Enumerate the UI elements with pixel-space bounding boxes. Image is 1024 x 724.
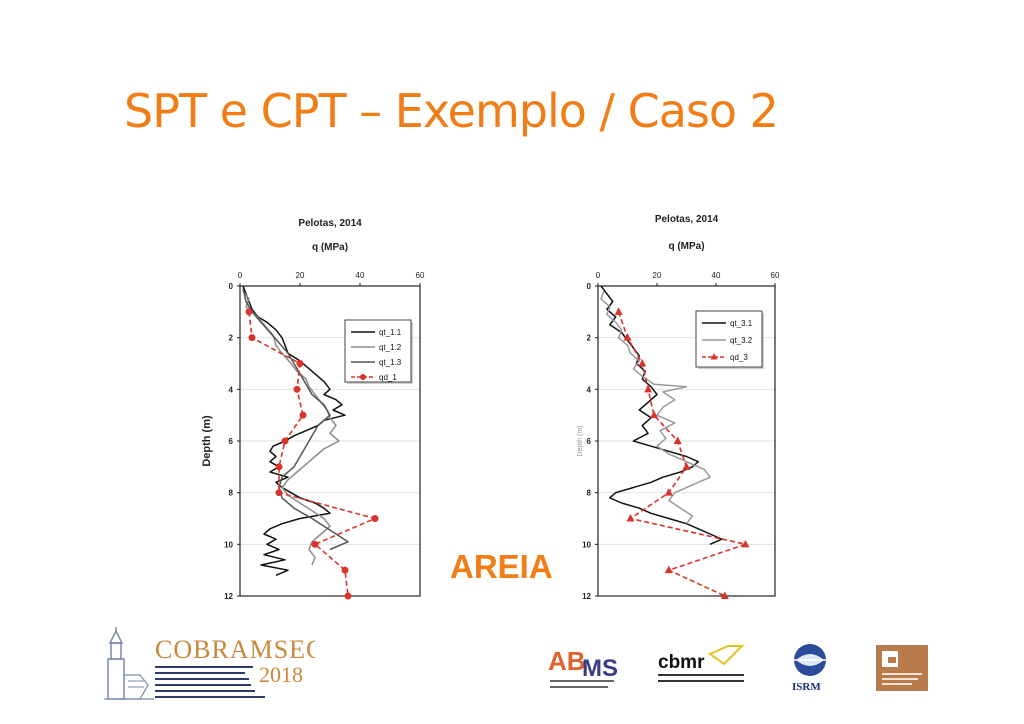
chart2-y-tick-label: 12: [582, 592, 591, 601]
chart1-x-tick-label: 40: [356, 271, 365, 280]
chart2-legend-label: qt_3.2: [730, 336, 753, 345]
svg-text:2018: 2018: [259, 662, 303, 687]
chart1-point: [275, 489, 283, 497]
chart1-legend-label: qt_1.1: [379, 328, 402, 337]
chart2-legend: [695, 310, 763, 368]
chart1-point: [299, 411, 307, 419]
chart1-x-tick-label: 60: [416, 271, 425, 280]
chart2-point: [673, 436, 682, 444]
chart1-y-tick-label: 12: [224, 592, 233, 601]
chart1-y-tick-label: 2: [229, 334, 234, 343]
chart1-x-tick-label: 0: [238, 271, 243, 280]
slide-title: SPT e CPT – Exemplo / Caso 2: [124, 84, 779, 138]
chart1-point: [344, 592, 352, 600]
cobramseg-wordmark-icon: COBRAMSEG 2018: [155, 635, 315, 698]
chart1-y-tick-label: 0: [229, 282, 234, 291]
chart2-y-tick-label: 0: [587, 282, 592, 291]
chart2-y-tick-label: 6: [587, 437, 592, 446]
chart2-legend-label: qd_3: [730, 353, 748, 362]
chart1-legend: [344, 319, 412, 383]
chart1-ylabel: Depth (m): [201, 415, 213, 467]
chart1-x-tick-label: 20: [296, 271, 305, 280]
chart2-point: [626, 514, 635, 522]
chart1-series-line-1: [242, 285, 346, 576]
chart2-point: [614, 307, 623, 315]
chart2-y-tick-label: 10: [582, 540, 591, 549]
chart1-point: [248, 334, 256, 342]
chart2-point: [623, 333, 632, 341]
chart2-point: [682, 462, 691, 470]
chart1-y-tick-label: 4: [229, 385, 234, 394]
chart2-legend-label: qt_3.1: [730, 319, 753, 328]
chart2-point: [644, 384, 653, 393]
chart1-series-line-2: [242, 290, 340, 566]
chart2-x-tick-label: 20: [653, 271, 662, 280]
chart2-ylabel: Depth (m): [577, 425, 584, 456]
spg-logo-icon: [876, 645, 928, 691]
cbmr-logo-icon: cbmr: [658, 645, 745, 682]
svg-text:cbmr: cbmr: [658, 652, 705, 673]
chart1-point: [341, 566, 349, 574]
chart2-point: [664, 565, 673, 574]
svg-text:MS: MS: [582, 655, 618, 682]
chart2-point: [720, 591, 729, 599]
chart1-series-line-3: [242, 288, 349, 551]
chart1-point: [275, 463, 283, 471]
chart1-point: [371, 515, 379, 522]
chart2-x-tick-label: 60: [771, 271, 780, 280]
cobramseg-logo-icon: [104, 627, 154, 700]
svg-text:COBRAMSEG: COBRAMSEG: [155, 635, 315, 664]
chart1-point: [293, 385, 301, 393]
chart1-y-tick-label: 10: [224, 540, 233, 549]
svg-text:AB: AB: [548, 646, 586, 676]
chart1-title: Pelotas, 2014: [298, 218, 362, 229]
chart2-series-line-3: [617, 311, 747, 597]
chart2-point: [650, 410, 659, 419]
chart1-legend-label: qd_1: [379, 373, 397, 382]
chart2-series-line-2: [600, 290, 711, 525]
chart2-xlabel: q (MPa): [668, 241, 704, 252]
chart2-point: [664, 488, 673, 496]
chart1-point: [296, 360, 304, 367]
chart2-y-tick-label: 2: [587, 334, 592, 343]
chart1-series-line-4: [248, 311, 376, 597]
chart1-point: [281, 437, 289, 445]
chart1-legend-marker: [360, 374, 366, 380]
chart2-x-tick-label: 40: [712, 271, 721, 280]
chart2-x-tick-label: 0: [596, 271, 601, 280]
chart1-point: [311, 540, 319, 548]
isrm-logo-icon: ISRM: [792, 644, 826, 693]
chart2-legend-marker: [710, 353, 718, 360]
chart1-y-tick-label: 6: [229, 437, 234, 446]
chart2-point: [638, 359, 647, 367]
chart2-point: [741, 539, 750, 548]
chart1-legend-label: qt_1.3: [379, 358, 402, 367]
svg-text:ISRM: ISRM: [792, 681, 821, 693]
abms-logo-icon: AB MS: [548, 646, 618, 688]
chart2-y-tick-label: 8: [587, 489, 592, 498]
chart2-title: Pelotas, 2014: [655, 214, 719, 225]
chart1-point: [245, 308, 253, 316]
chart1-y-tick-label: 8: [229, 489, 234, 498]
areia-label: AREIA: [450, 548, 553, 585]
chart1-xlabel: q (MPa): [312, 242, 348, 253]
chart2-y-tick-label: 4: [587, 385, 592, 394]
chart1-legend-label: qt_1.2: [379, 343, 402, 352]
